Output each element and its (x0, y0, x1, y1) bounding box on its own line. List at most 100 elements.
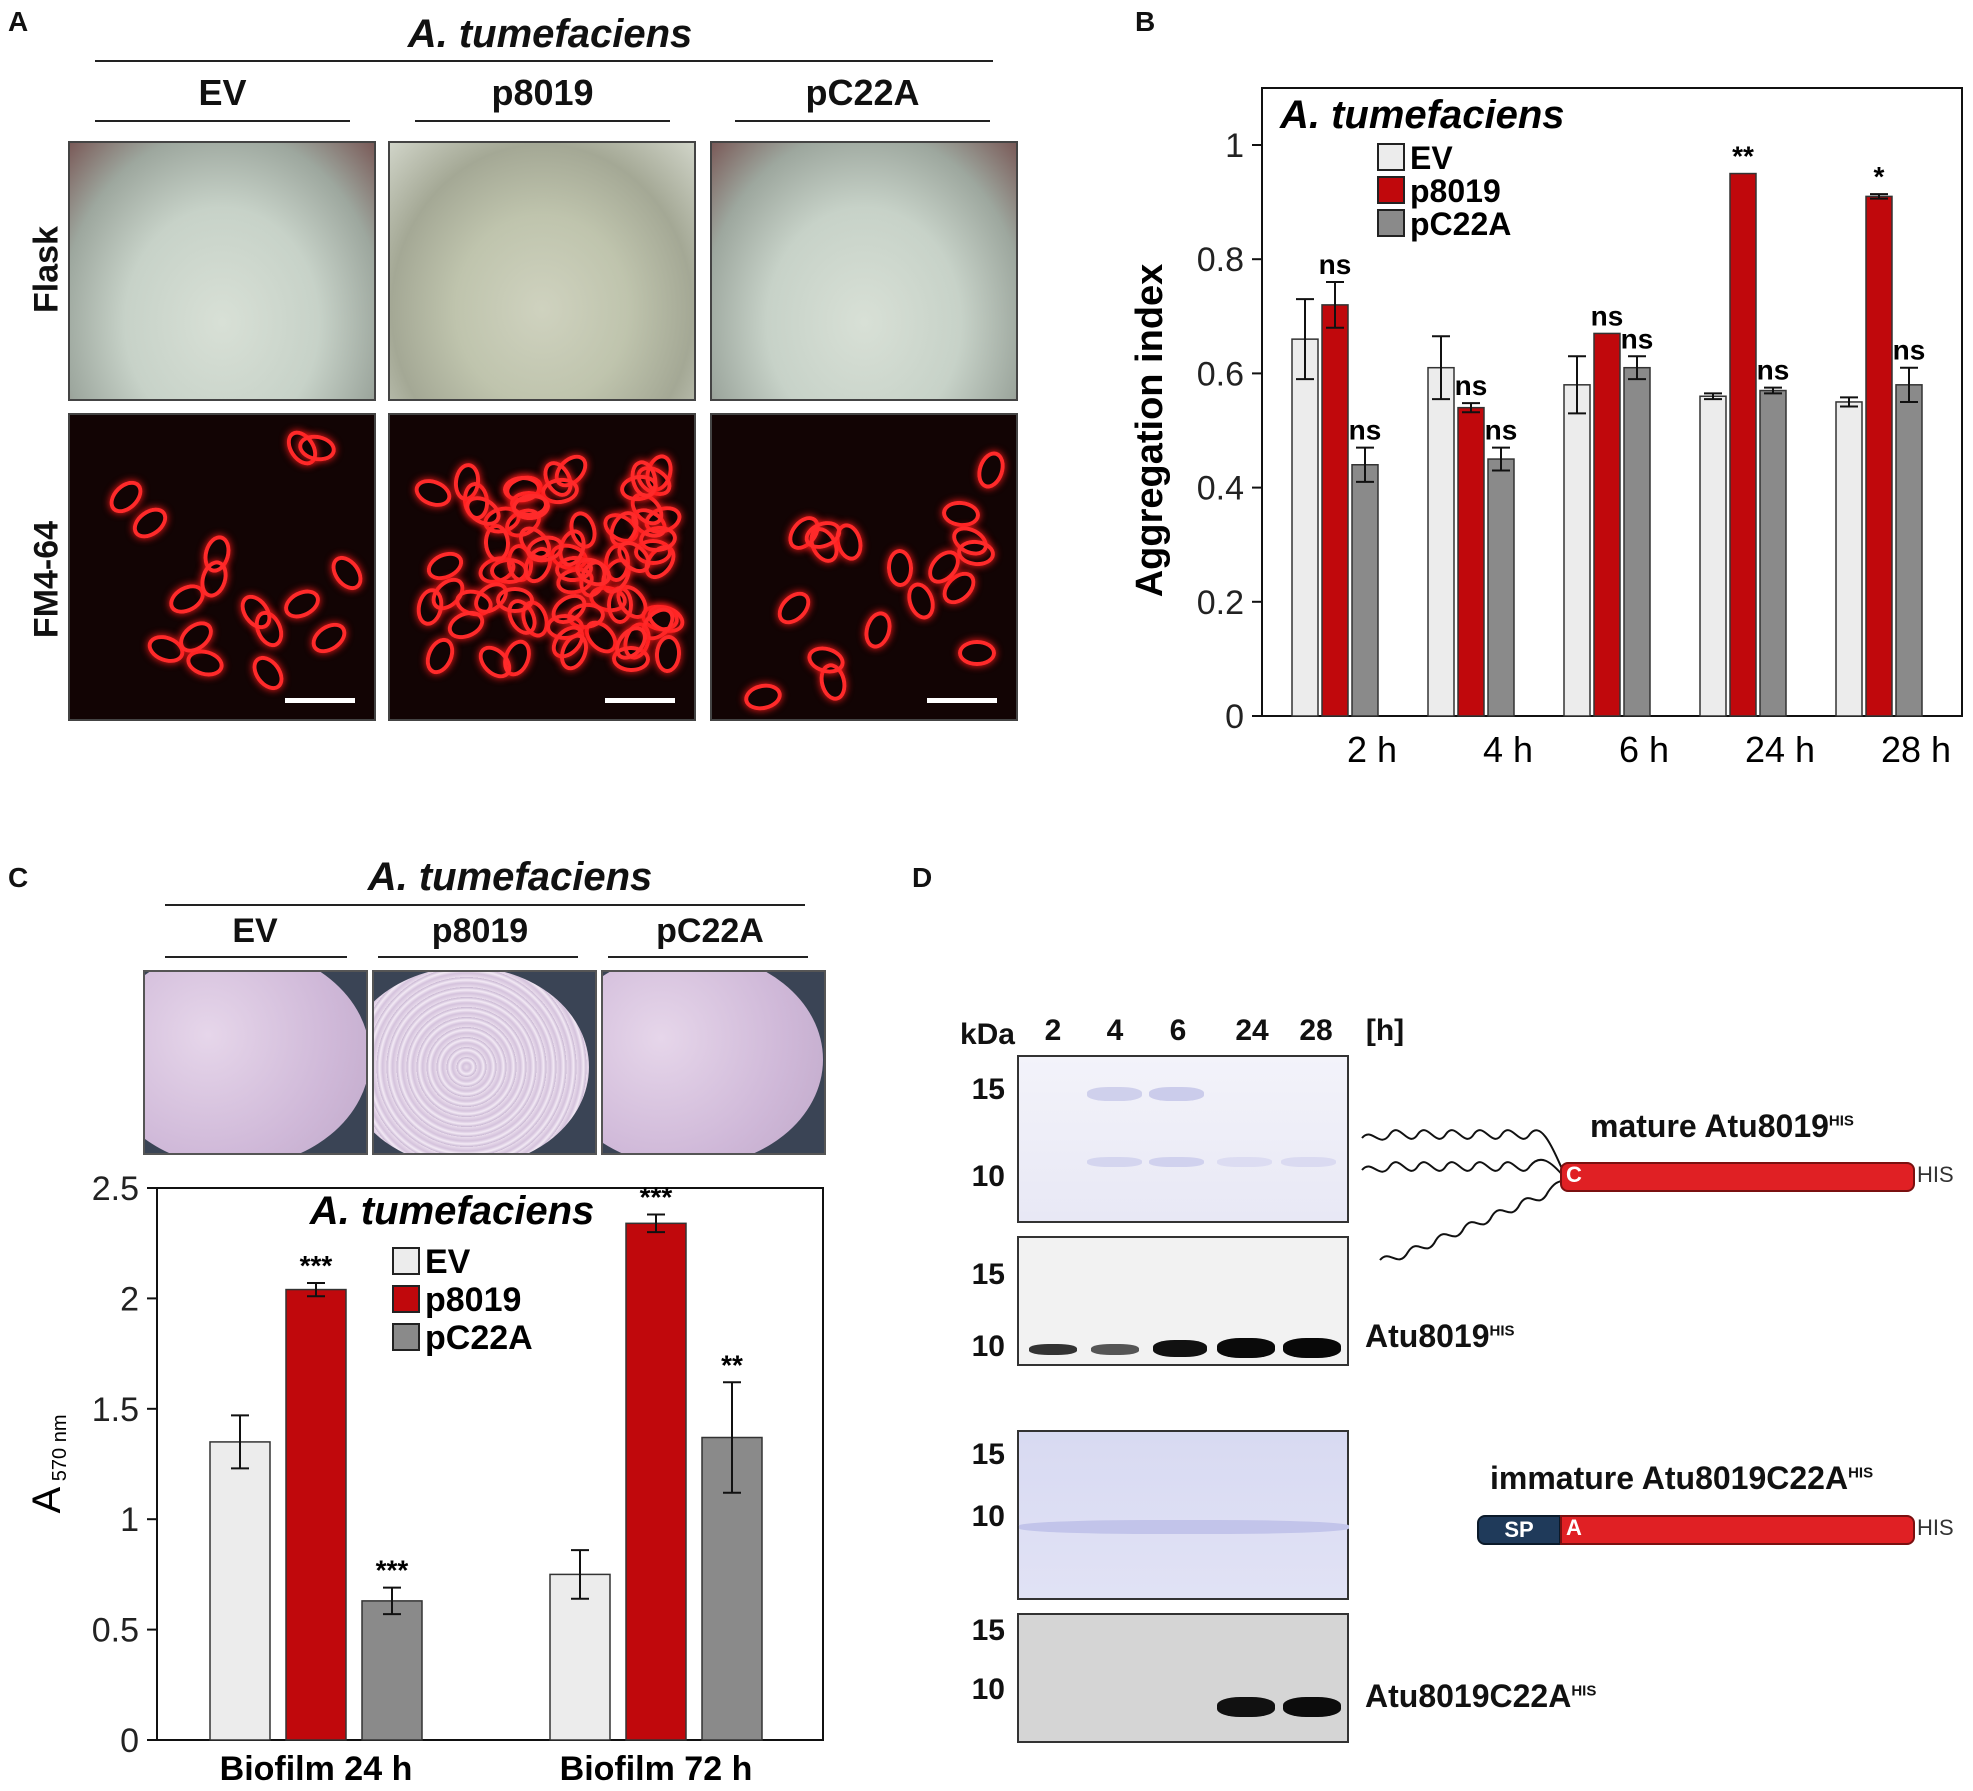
marker-10: 10 (971, 1160, 1005, 1193)
flask-photo-p8019 (388, 141, 696, 401)
immature-construct-text: immature Atu8019C22A (1490, 1460, 1849, 1496)
y-tick-label: 0.5 (92, 1612, 139, 1650)
panel-c-group-ev: EV (232, 912, 278, 950)
y-tick-label: 0 (1225, 698, 1244, 736)
bacterial-cell (973, 447, 1010, 492)
mature-construct-sup: HIS (1828, 1112, 1854, 1130)
significance-label: * (1874, 161, 1885, 192)
category-label: 28 h (1881, 729, 1951, 770)
marker-15: 15 (971, 1438, 1005, 1471)
bacterial-cell (653, 634, 683, 675)
y-axis-label: A 570 nm (25, 1415, 71, 1514)
fm464-image-pc22a (710, 413, 1018, 721)
significance-label: ns (1621, 323, 1654, 354)
panel-c-group-rule-p8019 (378, 956, 578, 958)
bacterial-cell (956, 538, 997, 569)
legend-swatch (392, 1247, 420, 1275)
bar (1291, 338, 1319, 717)
significance-label: ns (1349, 415, 1382, 446)
immature-construct-label: immature Atu8019C22AHIS (1490, 1460, 1873, 1497)
significance-label: *** (376, 1555, 409, 1586)
marker-15: 15 (971, 1258, 1005, 1291)
gel-band (1149, 1087, 1204, 1101)
legend-label: p8019 (1410, 173, 1501, 209)
legend-swatch (392, 1285, 420, 1313)
y-tick-label: 0.4 (1197, 470, 1244, 508)
fm464-image-p8019 (388, 413, 696, 721)
bacterial-cell (324, 549, 369, 596)
chart-title: A. tumefaciens (1279, 93, 1565, 137)
y-tick-label: 1 (120, 1501, 139, 1539)
category-label: 4 h (1483, 729, 1533, 770)
panel-label-d: D (912, 862, 933, 893)
bacterial-cell (546, 614, 585, 641)
flask-photo-pc22a (710, 141, 1018, 401)
chart-aggregation-index: 0 0.2 0.4 0.6 0.8 1 Aggregation index A. tumefa… (1129, 87, 1963, 770)
scale-bar (927, 698, 997, 703)
significance-label: ns (1319, 249, 1352, 280)
significance-label: *** (300, 1250, 333, 1281)
bacterial-cell (940, 499, 981, 530)
kda-header: kDa (959, 1018, 1015, 1051)
panel-label-c: C (8, 862, 29, 893)
bar (1865, 195, 1893, 717)
legend-label: pC22A (425, 1319, 533, 1357)
his-tag-mature: HIS (1917, 1162, 1954, 1187)
bar (361, 1600, 423, 1741)
blot-label-atu8019c22a: Atu8019C22AHIS (1365, 1678, 1596, 1715)
signal-peptide-box: SP (1477, 1515, 1561, 1545)
lane-label-6h: 6 (1169, 1014, 1187, 1047)
significance-label: ns (1757, 355, 1790, 386)
flask-photo-ev (68, 141, 376, 401)
bar (1457, 406, 1485, 717)
panel-a-group-rule-ev (95, 120, 350, 122)
bacterial-cell (859, 608, 896, 652)
bacterial-cell (902, 579, 940, 624)
significance-label: ns (1591, 300, 1624, 331)
legend-label: pC22A (1410, 206, 1511, 242)
legend-swatch (1377, 143, 1405, 171)
panel-c-group-pc22a: pC22A (656, 912, 764, 950)
category-label: 24 h (1745, 729, 1815, 770)
y-tick-label: 0.2 (1197, 584, 1244, 622)
bacterial-cell (958, 639, 997, 666)
gel-band (1019, 1520, 1349, 1534)
bar (1729, 172, 1757, 717)
bar (549, 1573, 611, 1741)
colony-p8019 (374, 972, 589, 1153)
bar (1563, 384, 1591, 717)
mature-construct-text: mature Atu8019 (1590, 1108, 1829, 1144)
bacterial-cell (279, 583, 325, 624)
significance-label: ns (1893, 335, 1926, 366)
lane-label-4h: 4 (1106, 1014, 1124, 1047)
colony-photo-p8019 (372, 970, 597, 1155)
y-tick-label: 0 (120, 1722, 139, 1760)
bacterial-cell (410, 473, 455, 512)
bar (1351, 464, 1379, 717)
y-axis-label: Aggregation index (1129, 264, 1171, 598)
marker-15: 15 (971, 1073, 1005, 1106)
blot-band-4h (1091, 1344, 1139, 1355)
marker-15: 15 (971, 1614, 1005, 1647)
panel-a-organism: A. tumefaciens (407, 12, 693, 56)
mature-construct-label: mature Atu8019HIS (1590, 1108, 1854, 1145)
marker-10: 10 (971, 1673, 1005, 1706)
y-axis-label-sub: 570 nm (49, 1415, 71, 1487)
gel-band (1217, 1157, 1272, 1167)
legend-label: EV (1410, 140, 1453, 176)
chart-biofilm-a570: 0 0.5 1 1.5 2 2.5 A 570 nm A. tumefaciens EVp801… (25, 1170, 824, 1788)
cysteine-residue: C (1566, 1162, 1582, 1187)
panel-a-organism-rule (95, 60, 993, 62)
bacterial-cell (886, 548, 914, 588)
lipid-anchor-icon (1361, 1129, 1566, 1261)
panel-c-group-rule-ev (165, 956, 347, 958)
blot-label-text: Atu8019 (1365, 1318, 1490, 1354)
bar (1895, 384, 1923, 717)
significance-label: ** (1732, 141, 1754, 172)
colony-ev (145, 972, 366, 1153)
blot-label-atu8019: Atu8019HIS (1365, 1318, 1515, 1355)
western-blot-immature (1017, 1613, 1349, 1743)
category-label: Biofilm 72 h (560, 1750, 753, 1788)
significance-label: ns (1455, 370, 1488, 401)
bacterial-cell (246, 650, 290, 697)
